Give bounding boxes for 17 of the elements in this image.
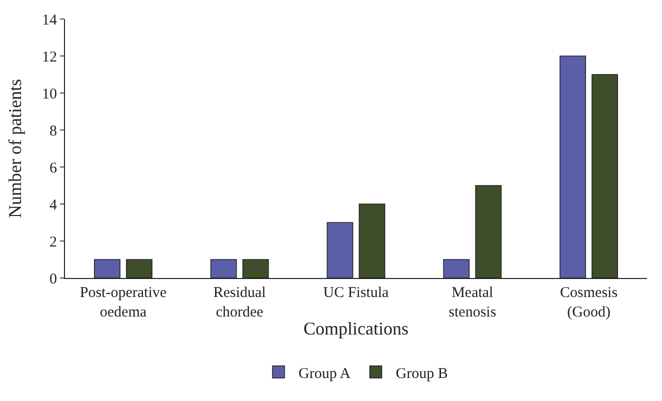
y-axis-title: Number of patients — [5, 79, 26, 218]
x-tick-label: Post-operative oedema — [80, 285, 167, 320]
y-tick-label: 10 — [42, 86, 57, 102]
x-tick-label: Meatal stenosis — [448, 285, 496, 320]
y-tick-label: 2 — [50, 234, 57, 250]
legend-label: Group A — [298, 366, 351, 382]
y-tick-label: 6 — [50, 160, 58, 176]
x-tick-label: Residual chordee — [213, 285, 266, 320]
y-tick-label: 0 — [50, 271, 57, 288]
x-tick-label: UC Fistula — [323, 285, 390, 301]
y-tick-label: 14 — [42, 12, 58, 28]
x-axis-title: Complications — [304, 318, 408, 339]
legend-label: Group B — [396, 366, 448, 382]
y-tick-label: 8 — [50, 123, 57, 140]
x-tick-label: Cosmesis (Good) — [560, 285, 618, 320]
y-tick-label: 4 — [50, 197, 58, 214]
y-tick-label: 12 — [42, 49, 57, 66]
